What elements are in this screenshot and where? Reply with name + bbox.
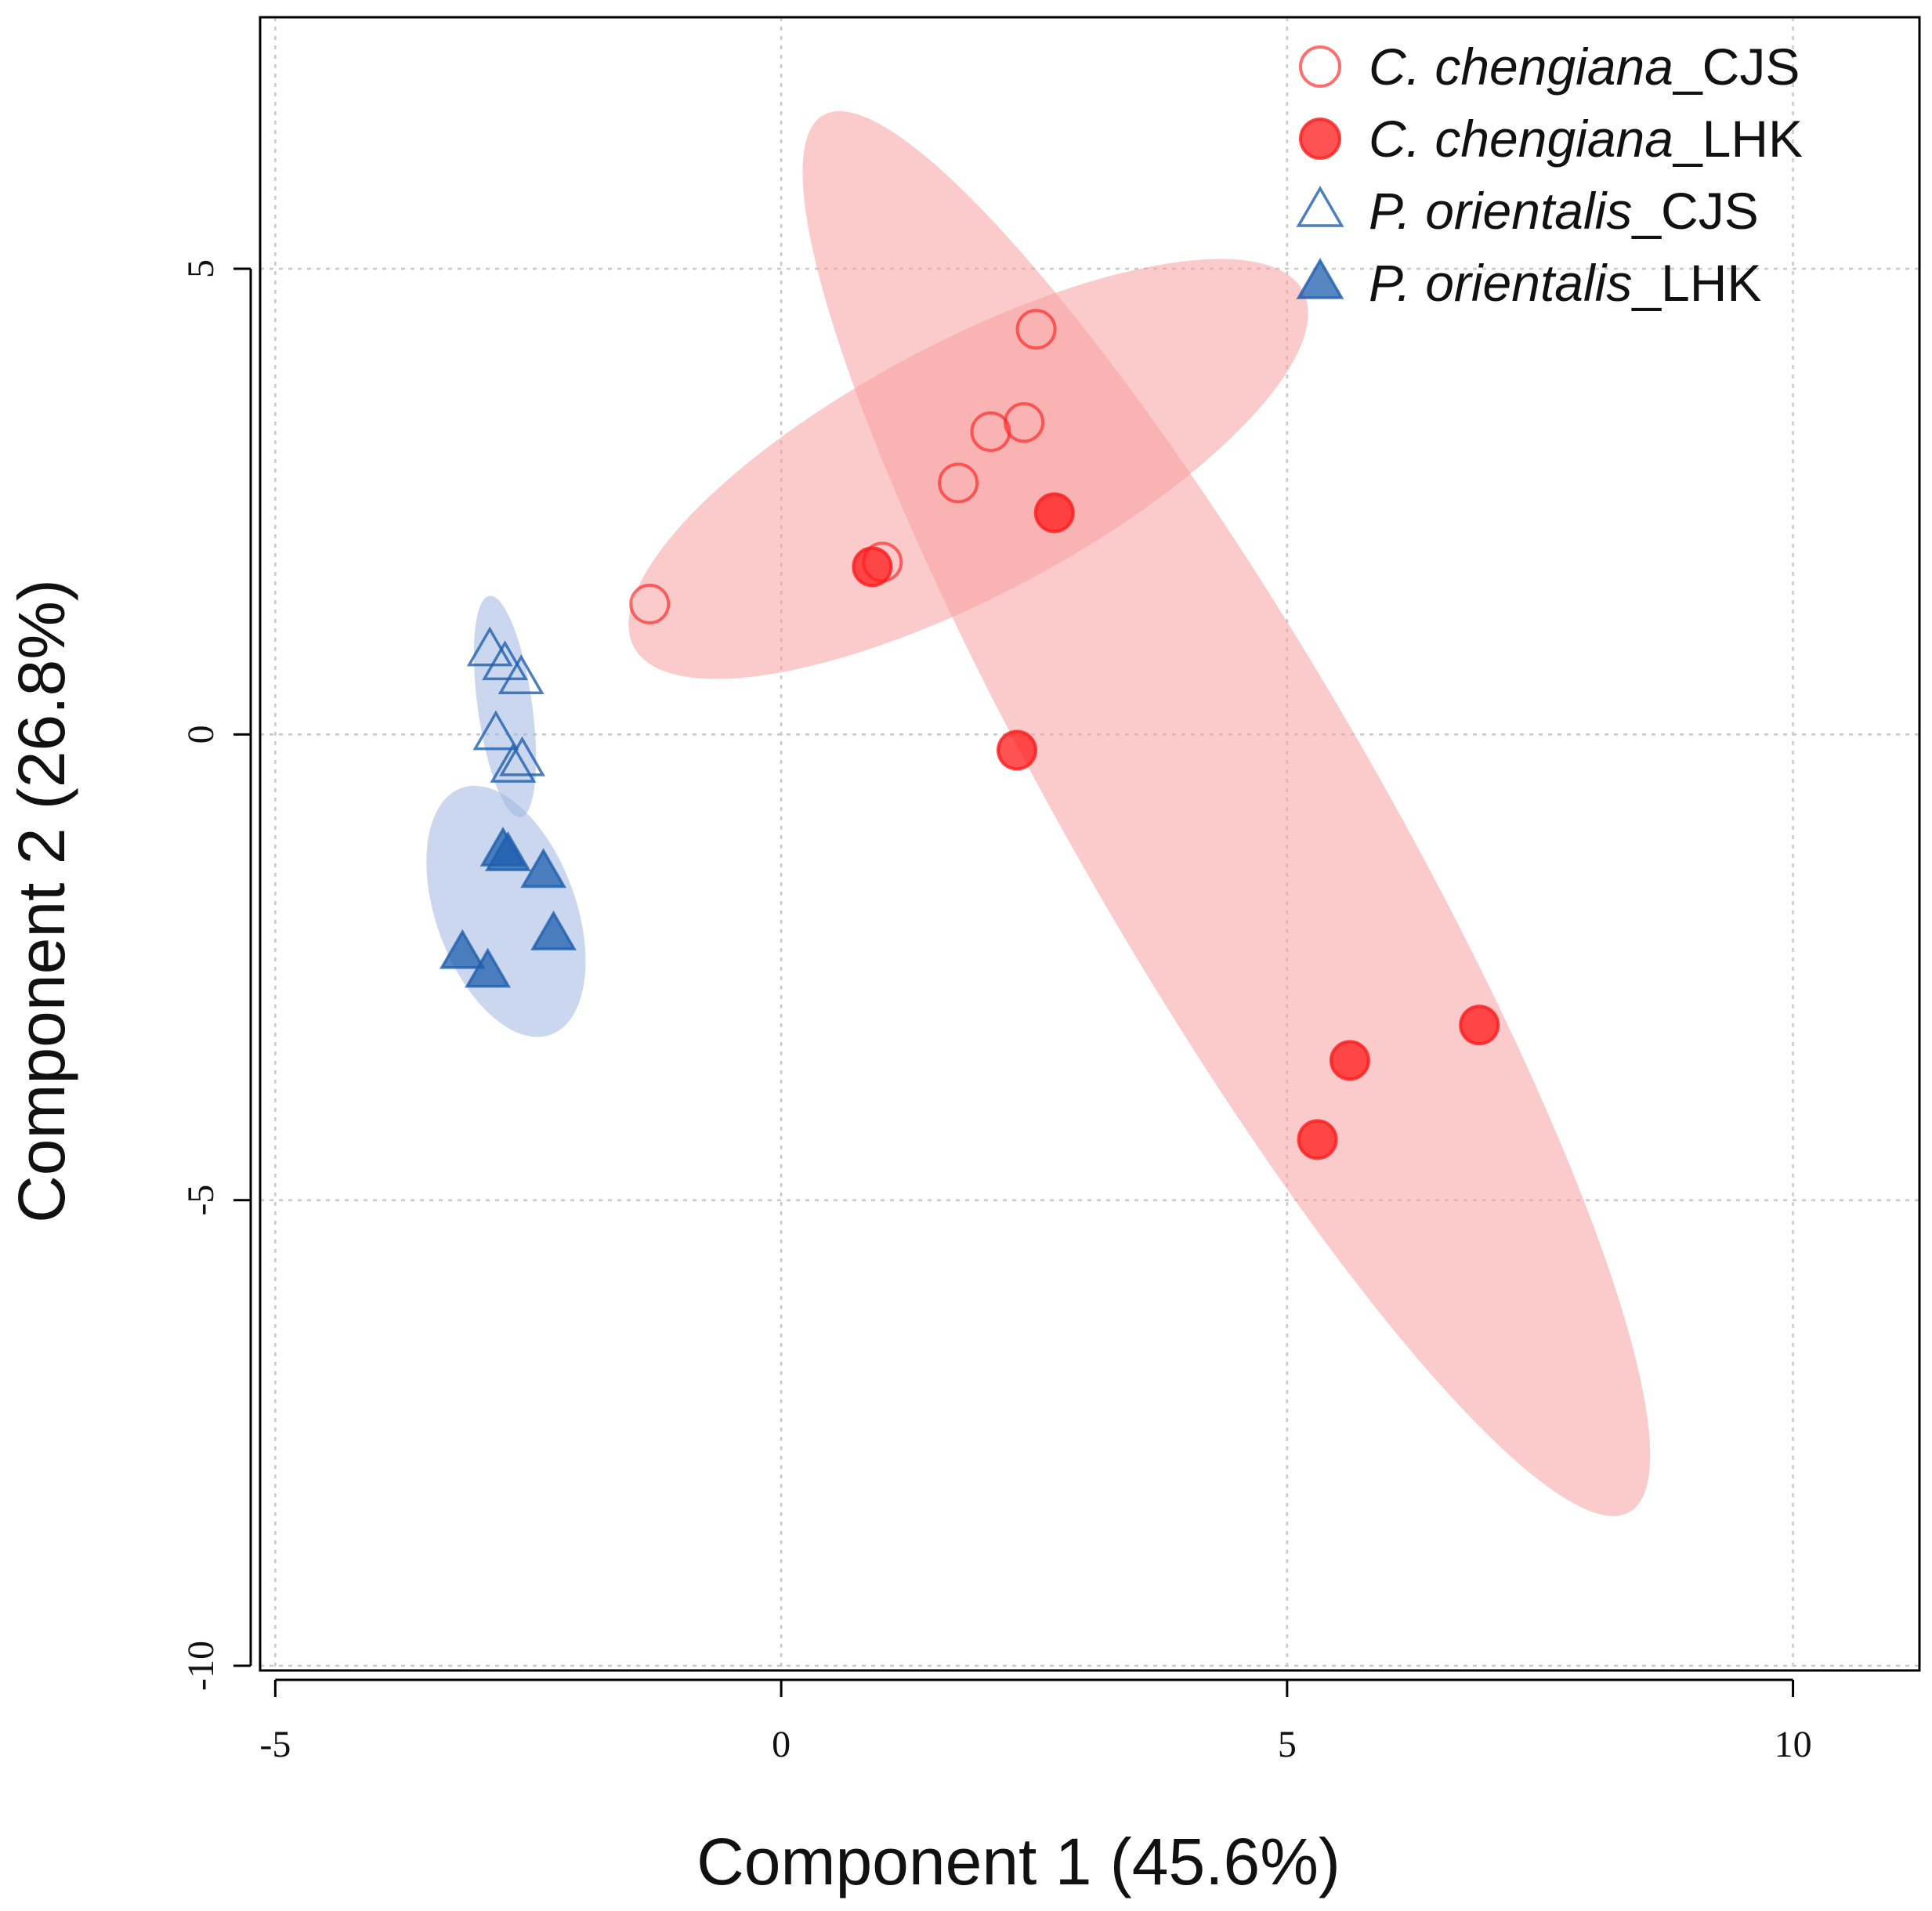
legend-marker-0 [1299,45,1341,88]
legend-label-1: C. chengiana_LHK [1369,110,1803,168]
data-point-series-1 [997,729,1038,771]
x-axis-title: Component 1 (45.6%) [696,1825,1340,1898]
legend-label-suffix: _CJS [1631,182,1758,240]
data-point-series-2 [490,743,537,783]
data-point-series-1 [1297,1119,1338,1160]
data-point-series-2 [482,640,528,681]
y-tick-label: 5 [180,259,222,278]
x-tick-label: 5 [1278,1724,1297,1765]
data-point-series-1 [1459,1004,1500,1046]
data-point-series-0 [938,462,979,504]
data-point-series-3 [520,848,567,889]
data-point-series-2 [497,654,545,694]
legend-label-italic: P. orientalis [1369,182,1632,240]
data-point-series-3 [439,928,486,969]
legend-label-suffix: _LHK [1673,110,1803,168]
confidence-ellipse-3 [426,785,586,1037]
data-point-series-3 [530,910,577,950]
legend-label-italic: C. chengiana [1369,110,1673,168]
legend-label-suffix: _CJS [1673,38,1800,96]
data-point-series-1 [1329,1040,1370,1081]
data-point-series-1 [1033,492,1075,534]
data-point-series-3 [465,947,512,988]
y-axis-title: Component 2 (26.8%) [5,579,78,1223]
y-tick-label: -5 [180,1185,222,1216]
x-tick-label: 10 [1775,1724,1812,1765]
plot-frame [259,16,1921,1672]
legend-label-0: C. chengiana_CJS [1369,38,1800,96]
legend-label-suffix: _LHK [1631,254,1761,312]
confidence-ellipse-2 [473,595,537,817]
data-point-series-2 [499,736,545,776]
data-point-series-0 [629,583,671,624]
data-point-series-3 [484,831,531,871]
axes: -5 0 5 10 -10 -5 0 5 [180,259,1812,1765]
legend-marker-2 [1296,186,1344,227]
data-point-series-2 [472,710,519,751]
confidence-ellipse-1 [802,110,1651,1516]
data-point-series-0 [1004,402,1045,443]
data-point-series-1 [852,546,893,588]
legend-marker-3 [1296,258,1344,299]
legend-label-italic: P. orientalis [1369,254,1632,312]
data-point-series-0 [1015,309,1057,350]
data-points [439,309,1500,1160]
legend-label-2: P. orientalis_CJS [1369,182,1759,240]
y-tick-label: 0 [180,725,222,744]
x-tick-label: -5 [259,1724,291,1765]
data-point-series-2 [466,626,513,667]
legend-marker-1 [1299,118,1341,160]
x-tick-label: 0 [772,1724,791,1765]
confidence-ellipses [426,110,1651,1516]
legend-label-3: P. orientalis_LHK [1369,254,1761,312]
y-tick-label: -10 [180,1641,222,1691]
legend-label-italic: C. chengiana [1369,38,1673,96]
